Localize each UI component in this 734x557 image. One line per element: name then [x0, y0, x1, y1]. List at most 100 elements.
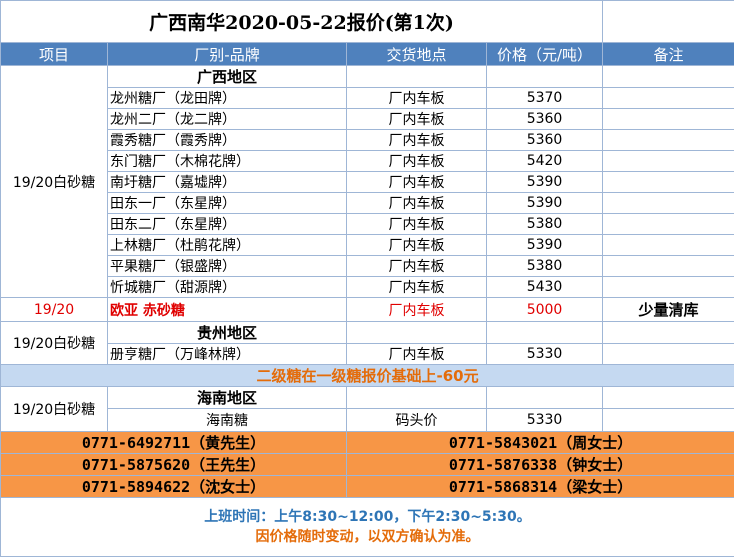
brand: 海南糖 — [108, 409, 347, 432]
empty-cell — [603, 277, 734, 298]
price: 5330 — [487, 409, 603, 432]
price: 5370 — [487, 88, 603, 109]
empty-cell — [603, 214, 734, 235]
brand: 田东一厂（东星牌） — [108, 193, 347, 214]
delivery: 厂内车板 — [347, 277, 487, 298]
brand: 南圩糖厂（嘉墟牌） — [108, 172, 347, 193]
brand: 欧亚 赤砂糖 — [108, 298, 347, 322]
empty-cell — [603, 322, 734, 344]
price: 5390 — [487, 235, 603, 256]
region: 广西地区 — [108, 66, 347, 88]
price: 5330 — [487, 344, 603, 365]
brand: 忻城糖厂（甜源牌） — [108, 277, 347, 298]
brand: 册亨糖厂（万峰林牌） — [108, 344, 347, 365]
brand: 龙州二厂（龙二牌） — [108, 109, 347, 130]
empty-cell — [603, 172, 734, 193]
table-row: 0771-5894622（沈女士）0771-5868314（梁女士） — [1, 476, 734, 498]
price: 5380 — [487, 256, 603, 277]
delivery: 厂内车板 — [347, 130, 487, 151]
remark: 少量清库 — [603, 298, 734, 322]
table-row: 广西南华2020-05-22报价(第1次) — [1, 1, 734, 43]
empty-cell — [603, 1, 734, 43]
item: 19/20白砂糖 — [1, 322, 108, 365]
delivery: 厂内车板 — [347, 344, 487, 365]
table-row: 19/20白砂糖广西地区 — [1, 66, 734, 88]
price: 5430 — [487, 277, 603, 298]
contact: 0771-5894622（沈女士） — [1, 476, 347, 498]
note: 二级糖在一级糖报价基础上-60元 — [1, 365, 734, 387]
contact: 0771-5843021（周女士） — [347, 432, 734, 454]
delivery: 厂内车板 — [347, 214, 487, 235]
empty-cell — [603, 88, 734, 109]
empty-cell — [347, 322, 487, 344]
brand: 田东二厂（东星牌） — [108, 214, 347, 235]
footer: 上班时间：上午8:30~12:00，下午2:30~5:30。因价格随时变动，以双… — [1, 498, 734, 557]
contact: 0771-5868314（梁女士） — [347, 476, 734, 498]
empty-cell — [603, 193, 734, 214]
contact: 0771-5875620（王先生） — [1, 454, 347, 476]
delivery: 厂内车板 — [347, 88, 487, 109]
delivery: 码头价 — [347, 409, 487, 432]
column-header: 厂别-品牌 — [108, 43, 347, 66]
delivery: 厂内车板 — [347, 172, 487, 193]
column-header: 项目 — [1, 43, 108, 66]
table-row: 0771-5875620（王先生）0771-5876338（钟女士） — [1, 454, 734, 476]
empty-cell — [347, 387, 487, 409]
empty-cell — [603, 256, 734, 277]
delivery: 厂内车板 — [347, 298, 487, 322]
empty-cell — [603, 387, 734, 409]
empty-cell — [603, 151, 734, 172]
contact: 0771-6492711（黄先生） — [1, 432, 347, 454]
footer-line: 上班时间：上午8:30~12:00，下午2:30~5:30。 — [3, 507, 732, 527]
column-header: 备注 — [603, 43, 734, 66]
empty-cell — [603, 235, 734, 256]
empty-cell — [603, 66, 734, 88]
price: 5420 — [487, 151, 603, 172]
table-row: 0771-6492711（黄先生）0771-5843021（周女士） — [1, 432, 734, 454]
empty-cell — [487, 387, 603, 409]
empty-cell — [603, 130, 734, 151]
price: 5390 — [487, 193, 603, 214]
empty-cell — [603, 344, 734, 365]
delivery: 厂内车板 — [347, 235, 487, 256]
delivery: 厂内车板 — [347, 193, 487, 214]
price: 5380 — [487, 214, 603, 235]
empty-cell — [487, 66, 603, 88]
brand: 龙州糖厂（龙田牌） — [108, 88, 347, 109]
item: 19/20白砂糖 — [1, 387, 108, 432]
column-header: 交货地点 — [347, 43, 487, 66]
column-header: 价格（元/吨） — [487, 43, 603, 66]
table-row: 上班时间：上午8:30~12:00，下午2:30~5:30。因价格随时变动，以双… — [1, 498, 734, 557]
region: 贵州地区 — [108, 322, 347, 344]
brand: 霞秀糖厂（霞秀牌） — [108, 130, 347, 151]
empty-cell — [603, 409, 734, 432]
footer-line: 因价格随时变动，以双方确认为准。 — [3, 527, 732, 547]
brand: 东门糖厂（木棉花牌） — [108, 151, 347, 172]
delivery: 厂内车板 — [347, 256, 487, 277]
empty-cell — [603, 109, 734, 130]
price: 5360 — [487, 130, 603, 151]
contact: 0771-5876338（钟女士） — [347, 454, 734, 476]
title: 广西南华2020-05-22报价(第1次) — [1, 1, 603, 43]
delivery: 厂内车板 — [347, 151, 487, 172]
brand: 平果糖厂（银盛牌） — [108, 256, 347, 277]
empty-cell — [347, 66, 487, 88]
price: 5360 — [487, 109, 603, 130]
item: 19/20白砂糖 — [1, 66, 108, 298]
table-row: 项目厂别-品牌交货地点价格（元/吨）备注 — [1, 43, 734, 66]
